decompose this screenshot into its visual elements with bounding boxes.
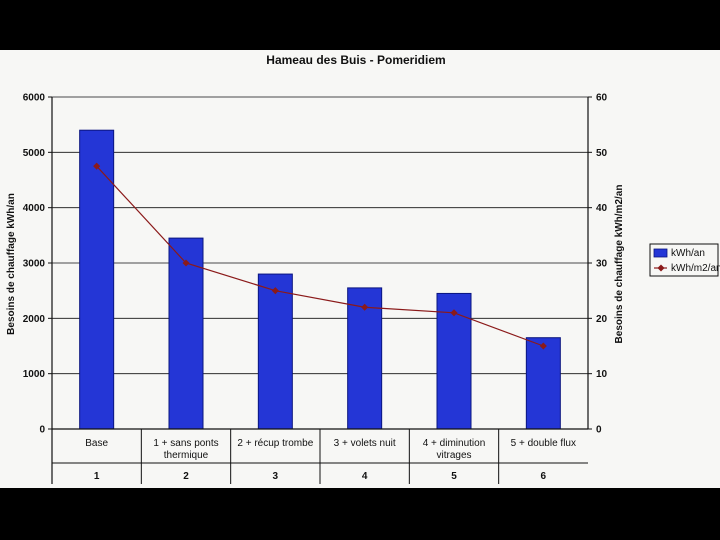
category-number: 1 — [94, 471, 100, 482]
gridlines — [52, 96, 588, 375]
category-number: 6 — [541, 471, 547, 482]
bar — [525, 337, 561, 430]
left-axis-ticks: 0 1000 2000 3000 4000 5000 6000 — [23, 93, 46, 436]
left-tick-label: 5000 — [23, 148, 46, 159]
left-tick-label: 0 — [39, 425, 45, 436]
right-tick-label: 60 — [596, 93, 608, 104]
left-tick-label: 2000 — [23, 314, 46, 325]
legend-label: kWh/m2/an — [671, 263, 720, 274]
line-series — [93, 162, 547, 350]
line-point — [93, 162, 101, 170]
series-line — [96, 165, 544, 347]
category-number: 2 — [183, 471, 189, 482]
right-tick-label: 50 — [596, 148, 608, 159]
left-tick-label: 4000 — [23, 203, 46, 214]
line-point — [450, 309, 458, 317]
legend-marker — [657, 264, 665, 272]
category-number: 3 — [273, 471, 279, 482]
category-label: 1 + sans ponts — [153, 438, 218, 449]
category-number: 5 — [451, 471, 457, 482]
left-tick-label: 6000 — [23, 93, 46, 104]
right-tick-label: 10 — [596, 369, 608, 380]
right-tick-label: 0 — [596, 425, 602, 436]
chart-svg: Hameau des Buis - Pomeridiem 01000200030… — [6, 53, 720, 484]
line-point — [361, 303, 369, 311]
chart-title: Hameau des Buis - Pomeridiem — [266, 53, 445, 67]
line-point — [271, 287, 279, 295]
right-tick-label: 30 — [596, 259, 608, 270]
bar — [347, 287, 383, 430]
bar — [257, 273, 293, 430]
category-label: vitrages — [436, 450, 471, 461]
category-label: thermique — [164, 450, 209, 461]
category-label: Base — [85, 438, 108, 449]
chart-paper: Hameau des Buis - Pomeridiem 0 1000 2000 30… — [0, 50, 720, 488]
right-axis-ticks: 0 10 20 30 40 50 60 — [596, 93, 608, 436]
category-label: 2 + récup trombe — [237, 438, 313, 449]
category-number: 4 — [362, 471, 368, 482]
bar-series — [79, 129, 561, 430]
line-point — [182, 259, 190, 267]
right-tick-label: 40 — [596, 203, 608, 214]
axes — [48, 96, 592, 484]
right-axis-label: Besoins de chauffage kWh/m2/an — [614, 185, 625, 344]
legend: kWh/an kWh/m2/an — [649, 243, 720, 277]
legend-bar-swatch — [653, 248, 668, 258]
category-label: 3 + volets nuit — [334, 438, 396, 449]
line-point — [539, 342, 547, 350]
category-label: 4 + diminution — [423, 438, 486, 449]
right-tick-label: 20 — [596, 314, 608, 325]
bar — [79, 129, 115, 430]
left-axis-label: Besoins de chauffage kWh/an — [6, 193, 17, 335]
category-label: 5 + double flux — [511, 438, 576, 449]
legend-label: kWh/an — [671, 248, 705, 259]
left-tick-label: 1000 — [23, 369, 46, 380]
left-tick-label: 3000 — [23, 259, 46, 270]
